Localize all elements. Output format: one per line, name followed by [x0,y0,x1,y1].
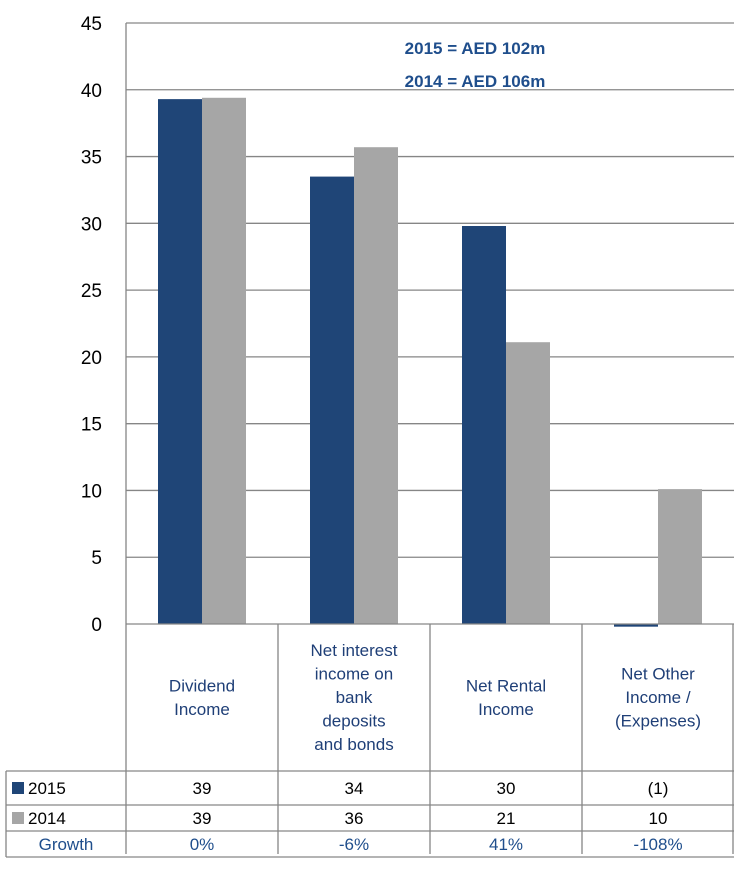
y-tick-label: 10 [81,481,102,502]
legend-swatch-2015 [12,782,24,794]
y-tick-label: 40 [81,81,102,102]
category-label: (Expenses) [615,712,701,731]
legend-label-2015: 2015 [28,779,66,798]
bar-2014-2 [506,342,550,624]
bar-2015-0 [158,99,202,625]
legend-label-2014: 2014 [28,809,66,828]
category-label: bank [336,688,373,707]
annotation-total-2015: 2015 = AED 102m [405,39,546,58]
table-cell: -108% [633,835,682,854]
bar-2014-1 [354,147,398,624]
y-tick-label: 20 [81,348,102,369]
y-tick-labels: 0 5 10 15 20 25 30 35 40 45 [81,14,102,636]
category-label: deposits [322,712,385,731]
bar-2014-0 [202,97,246,624]
table-cell: 10 [649,809,668,828]
bar-2015-1 [310,176,354,625]
category-label: Net interest [311,641,398,660]
annotation-total-2014: 2014 = AED 106m [405,72,546,91]
table-cell: 39 [193,779,212,798]
category-label: Income [174,700,230,719]
bars [158,97,702,627]
table-cell: 39 [193,809,212,828]
table-cell: 0% [190,835,215,854]
y-tick-label: 5 [91,548,102,569]
category-label: and bonds [314,735,393,754]
category-labels: Dividend Income Net interest income on bank d… [169,641,701,754]
y-tick-label: 35 [81,148,102,169]
table-cell: 34 [345,779,364,798]
y-tick-label: 25 [81,281,102,302]
table-cell: 30 [497,779,516,798]
y-tick-label: 45 [81,14,102,35]
table-cell: 36 [345,809,364,828]
bar-2015-3 [614,624,658,627]
data-table: 2015 39 34 30 (1) 2014 39 36 21 10 Growth 0% -6% 41% -… [5,770,734,858]
y-tick-label: 15 [81,415,102,436]
table-cell: 21 [497,809,516,828]
table-row-label-growth: Growth [39,835,94,854]
y-tick-label: 0 [91,615,102,636]
annotations: 2015 = AED 102m 2014 = AED 106m [405,39,546,91]
category-label: Net Rental [466,676,546,695]
category-label: Income [478,700,534,719]
table-cell: 41% [489,835,523,854]
category-label: Dividend [169,676,235,695]
legend-swatch-2014 [12,812,24,824]
axes [125,23,734,854]
table-cell: (1) [648,779,669,798]
bar-2015-2 [462,226,506,624]
table-cell: -6% [339,835,369,854]
bar-2014-3 [658,489,702,624]
y-tick-label: 30 [81,214,102,235]
category-label: income on [315,665,393,684]
category-label: Net Other [621,665,695,684]
category-label: Income / [625,688,690,707]
